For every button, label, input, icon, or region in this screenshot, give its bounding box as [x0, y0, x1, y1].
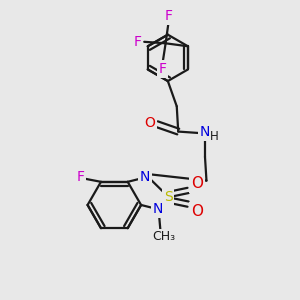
Text: O: O: [191, 176, 203, 191]
Text: F: F: [76, 170, 84, 184]
Text: CH₃: CH₃: [152, 230, 176, 243]
Text: N: N: [153, 202, 163, 216]
Text: F: F: [165, 9, 172, 23]
Text: F: F: [159, 62, 167, 76]
Text: O: O: [191, 204, 203, 219]
Text: H: H: [210, 130, 219, 142]
Text: O: O: [144, 116, 155, 130]
Text: S: S: [164, 190, 173, 204]
Text: N: N: [200, 125, 210, 140]
Text: F: F: [134, 35, 142, 49]
Text: N: N: [140, 170, 150, 184]
